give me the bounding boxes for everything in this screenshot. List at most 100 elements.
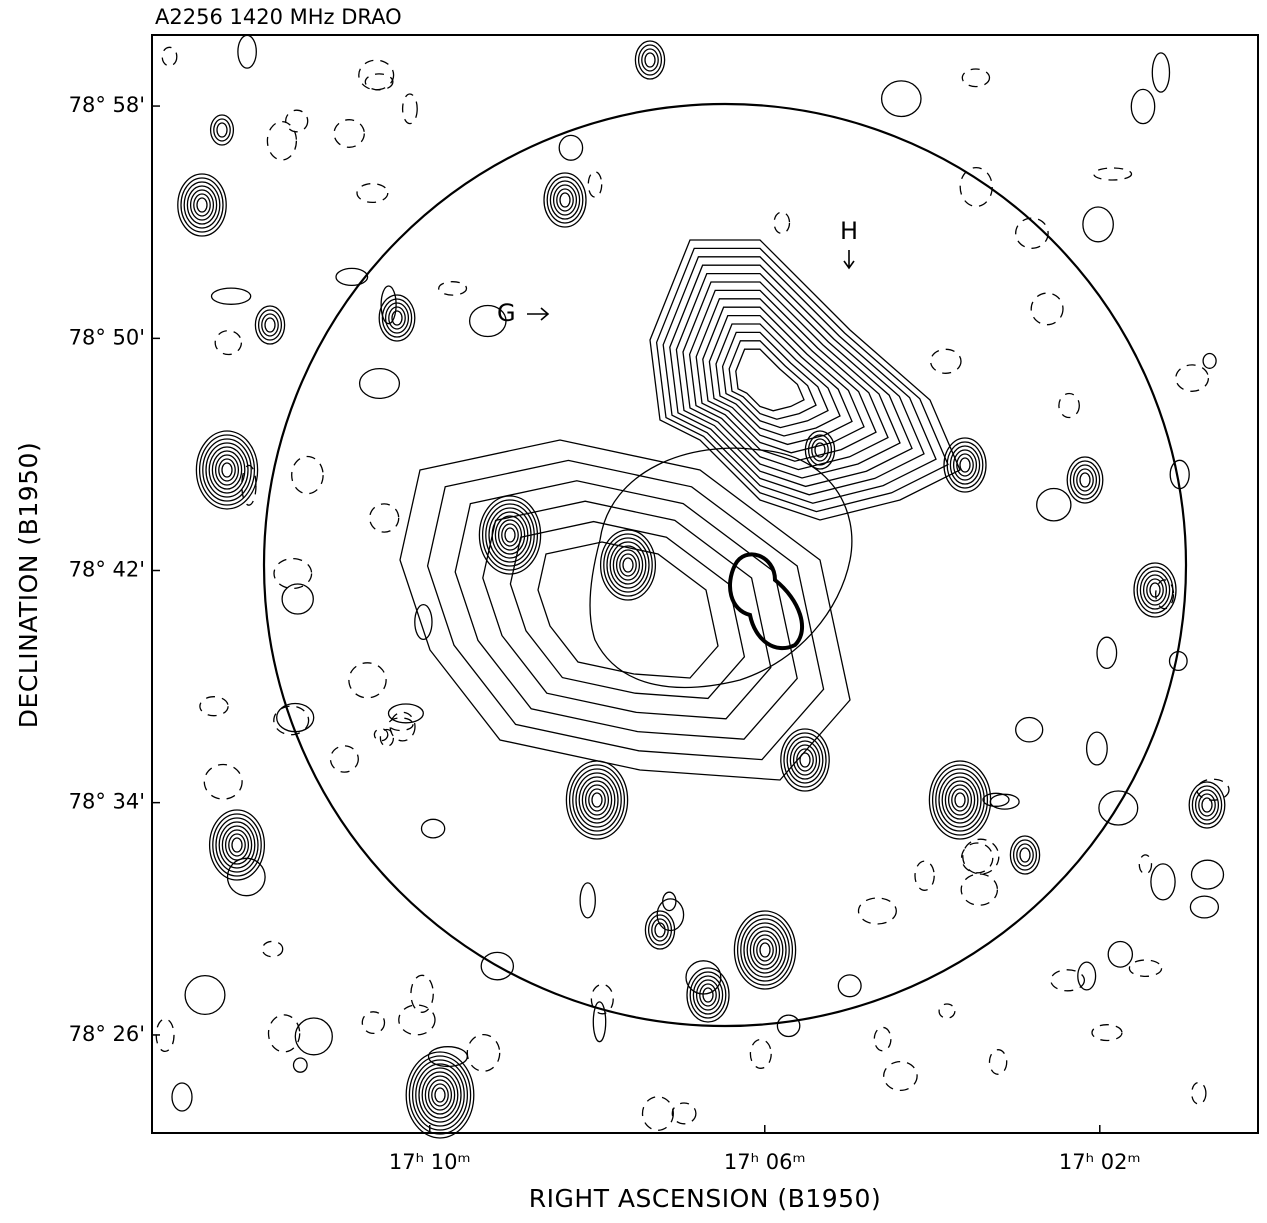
contour bbox=[416, 1064, 464, 1126]
source-contours bbox=[178, 41, 1225, 1138]
contour bbox=[229, 834, 245, 856]
contour bbox=[262, 314, 278, 336]
negative-contour bbox=[411, 975, 433, 1012]
negative-contour bbox=[1099, 791, 1138, 825]
negative-contour bbox=[374, 729, 387, 741]
negative-contour bbox=[359, 60, 394, 90]
negative-contour bbox=[362, 1012, 384, 1034]
contour bbox=[942, 777, 978, 823]
negative-contour bbox=[267, 122, 296, 160]
negative-contour bbox=[262, 941, 282, 956]
contour bbox=[1077, 469, 1093, 491]
contour bbox=[613, 546, 642, 584]
negative-contour bbox=[990, 1050, 1007, 1075]
negative-contour bbox=[185, 976, 225, 1015]
contour bbox=[550, 181, 579, 219]
contour bbox=[1137, 567, 1173, 613]
negative-contour bbox=[1151, 864, 1175, 900]
contour bbox=[933, 765, 988, 835]
negative-contour bbox=[962, 843, 993, 873]
negative-contour bbox=[882, 81, 921, 117]
negative-contour bbox=[1176, 365, 1209, 391]
negative-contour bbox=[931, 349, 961, 373]
contour bbox=[1140, 571, 1169, 609]
negative-contour bbox=[415, 605, 432, 640]
contour bbox=[219, 459, 235, 481]
negative-contour bbox=[360, 369, 400, 399]
contour bbox=[1189, 782, 1225, 828]
contour bbox=[560, 193, 570, 207]
contour bbox=[573, 769, 621, 831]
y-tick-label: 78° 58' bbox=[69, 93, 145, 117]
contour bbox=[389, 307, 405, 329]
negative-contour bbox=[403, 94, 418, 124]
contour bbox=[703, 988, 713, 1002]
negative-contour bbox=[1037, 489, 1071, 521]
contour bbox=[738, 915, 793, 985]
contour bbox=[955, 793, 965, 807]
contour bbox=[178, 174, 226, 236]
negative-contour bbox=[1083, 207, 1113, 242]
contour bbox=[209, 447, 245, 493]
negative-contour bbox=[1108, 942, 1132, 968]
negative-contour bbox=[939, 1004, 955, 1018]
negative-contour bbox=[1203, 354, 1216, 369]
contour bbox=[635, 41, 664, 79]
contour bbox=[432, 1084, 448, 1106]
contour bbox=[642, 49, 658, 71]
chart-title: A2256 1420 MHz DRAO bbox=[155, 5, 402, 29]
contour bbox=[379, 295, 415, 341]
negative-contour bbox=[336, 268, 368, 285]
contour bbox=[960, 458, 970, 472]
contour bbox=[538, 542, 718, 678]
contour bbox=[200, 435, 255, 505]
contour bbox=[579, 777, 615, 823]
negative-contour bbox=[349, 663, 386, 698]
beam bbox=[172, 1083, 192, 1111]
negative-contour bbox=[365, 74, 393, 90]
contour bbox=[947, 442, 983, 488]
contour bbox=[502, 524, 518, 546]
contour bbox=[505, 528, 515, 542]
negative-contour bbox=[1190, 896, 1218, 918]
contour bbox=[582, 781, 611, 819]
arrow-h bbox=[844, 250, 854, 268]
negative-contour bbox=[1192, 860, 1224, 889]
contour bbox=[696, 299, 876, 461]
contour bbox=[757, 939, 773, 961]
contour bbox=[601, 530, 656, 600]
contour bbox=[1147, 579, 1163, 601]
annotation: G bbox=[497, 299, 516, 327]
negative-contour bbox=[334, 120, 364, 148]
contour bbox=[741, 919, 789, 981]
contour bbox=[700, 984, 716, 1006]
contour bbox=[952, 789, 968, 811]
contour bbox=[1020, 848, 1030, 862]
contour bbox=[1010, 836, 1039, 874]
contour bbox=[729, 341, 816, 419]
contour bbox=[570, 765, 625, 835]
contour bbox=[750, 931, 779, 969]
contour bbox=[592, 793, 602, 807]
contour bbox=[435, 1088, 445, 1102]
negative-contour bbox=[467, 1035, 499, 1072]
y-tick-label: 78° 34' bbox=[69, 790, 145, 814]
negative-contour bbox=[580, 883, 595, 918]
negative-contour bbox=[294, 1058, 308, 1072]
contour bbox=[957, 454, 973, 476]
contour bbox=[945, 781, 974, 819]
annotation: H bbox=[840, 217, 858, 245]
negative-contour bbox=[390, 712, 415, 741]
negative-contour bbox=[1152, 53, 1169, 92]
contour bbox=[425, 1076, 454, 1114]
contour bbox=[212, 451, 241, 489]
contour bbox=[197, 198, 207, 212]
negative-contours bbox=[156, 35, 1229, 1130]
contour bbox=[194, 194, 210, 216]
negative-contour bbox=[915, 861, 934, 890]
contour bbox=[1150, 583, 1160, 597]
contour bbox=[657, 248, 948, 511]
negative-contour bbox=[777, 1015, 799, 1036]
negative-contour bbox=[200, 697, 228, 716]
contour bbox=[589, 789, 605, 811]
